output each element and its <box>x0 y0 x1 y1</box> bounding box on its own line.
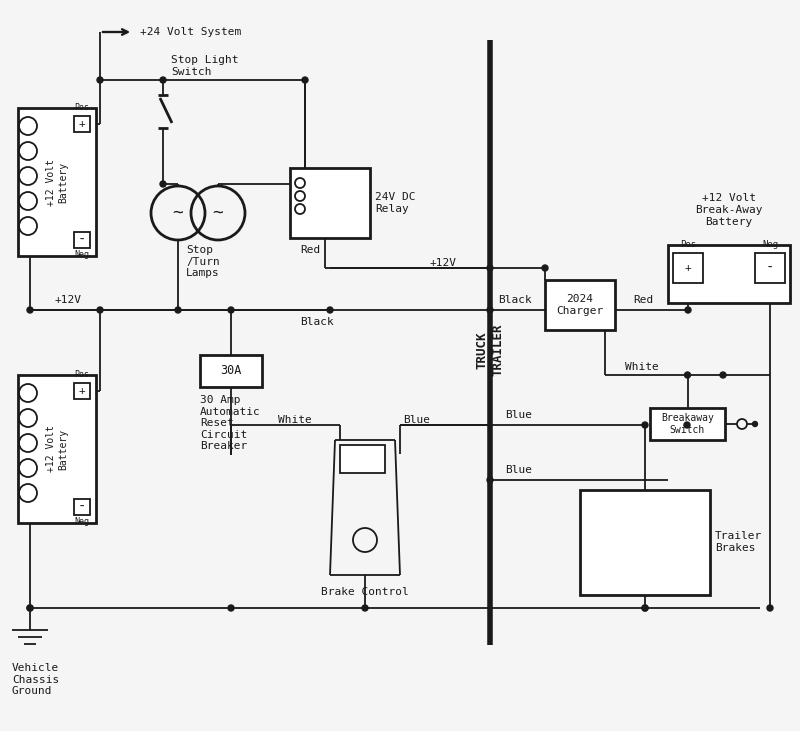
Bar <box>580 490 710 595</box>
Text: +12 Volt
Break-Away
Battery: +12 Volt Break-Away Battery <box>695 194 762 227</box>
Circle shape <box>97 77 103 83</box>
Bar <box>668 245 790 303</box>
Text: 30A: 30A <box>220 365 242 377</box>
Text: -: - <box>766 261 774 275</box>
Text: Blue: Blue <box>505 410 532 420</box>
Text: TRAILER: TRAILER <box>491 324 505 376</box>
Circle shape <box>642 605 648 611</box>
Text: White: White <box>278 415 312 425</box>
Text: -: - <box>78 233 86 247</box>
Text: Red: Red <box>300 245 320 255</box>
Bar <box>755 253 785 283</box>
Circle shape <box>327 307 333 313</box>
Text: White: White <box>625 362 658 372</box>
Text: Neg: Neg <box>762 240 778 249</box>
Text: +: + <box>78 119 86 129</box>
Circle shape <box>767 605 773 611</box>
Bar <box>74 499 90 515</box>
Text: Stop
/Turn
Lamps: Stop /Turn Lamps <box>186 245 220 279</box>
Circle shape <box>97 307 103 313</box>
Text: ~: ~ <box>173 204 183 222</box>
Text: Pos: Pos <box>74 103 90 112</box>
Circle shape <box>642 605 648 611</box>
Circle shape <box>27 605 33 611</box>
Text: Neg: Neg <box>74 250 90 259</box>
Text: Pos: Pos <box>680 240 696 249</box>
Text: ~: ~ <box>213 204 223 222</box>
Text: TRUCK: TRUCK <box>475 331 489 368</box>
Circle shape <box>685 307 691 313</box>
Circle shape <box>720 372 726 378</box>
Text: Red: Red <box>633 295 654 305</box>
Text: 24V DC
Relay: 24V DC Relay <box>375 192 415 213</box>
Circle shape <box>487 307 493 313</box>
Bar <box>340 445 385 473</box>
Circle shape <box>228 605 234 611</box>
Bar <box>74 383 90 399</box>
Circle shape <box>27 307 33 313</box>
Bar <box>290 168 370 238</box>
Circle shape <box>302 77 308 83</box>
Bar <box>74 232 90 248</box>
Bar <box>18 108 96 256</box>
Text: 30 Amp
Automatic
Reset
Circuit
Breaker: 30 Amp Automatic Reset Circuit Breaker <box>200 395 261 452</box>
Bar <box>200 355 262 387</box>
Circle shape <box>487 265 493 271</box>
Text: Brake Control: Brake Control <box>321 587 409 597</box>
Circle shape <box>228 307 234 313</box>
Bar <box>18 375 96 523</box>
Circle shape <box>685 372 690 378</box>
Text: Black: Black <box>498 295 532 305</box>
Bar <box>673 253 703 283</box>
Text: +24 Volt System: +24 Volt System <box>140 27 242 37</box>
Text: Pos: Pos <box>74 370 90 379</box>
Text: Blue: Blue <box>403 415 430 425</box>
Circle shape <box>27 605 33 611</box>
Circle shape <box>487 477 493 483</box>
Text: +: + <box>78 386 86 396</box>
Text: Stop Light
Switch: Stop Light Switch <box>171 56 238 77</box>
Circle shape <box>753 422 758 426</box>
Circle shape <box>160 77 166 83</box>
Circle shape <box>362 605 368 611</box>
Bar <box>74 116 90 132</box>
Text: +12V: +12V <box>430 258 457 268</box>
Text: Blue: Blue <box>505 465 532 475</box>
Circle shape <box>684 422 690 428</box>
Text: +: + <box>685 263 691 273</box>
Text: +12 Volt
Battery: +12 Volt Battery <box>46 159 68 205</box>
Circle shape <box>175 307 181 313</box>
Circle shape <box>642 422 648 428</box>
Bar <box>650 408 725 440</box>
Text: Neg: Neg <box>74 517 90 526</box>
Bar <box>545 280 615 330</box>
Text: -: - <box>78 500 86 514</box>
Circle shape <box>160 181 166 187</box>
Text: +12V: +12V <box>55 295 82 305</box>
Text: Black: Black <box>300 317 334 327</box>
Text: Vehicle
Chassis
Ground: Vehicle Chassis Ground <box>12 663 59 696</box>
Text: +12 Volt
Battery: +12 Volt Battery <box>46 425 68 472</box>
Text: Breakaway
Switch: Breakaway Switch <box>661 413 714 435</box>
Circle shape <box>542 265 548 271</box>
Text: 2024
Charger: 2024 Charger <box>556 294 604 316</box>
Text: Trailer
Brakes: Trailer Brakes <box>715 531 762 553</box>
